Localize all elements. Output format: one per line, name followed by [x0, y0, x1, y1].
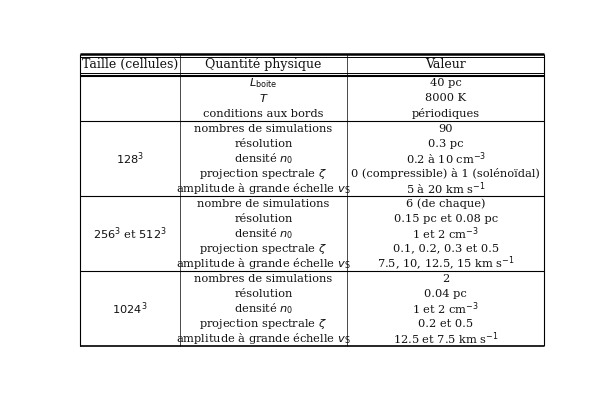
Text: $128^3$: $128^3$ [116, 150, 144, 167]
Text: 1 et 2 cm$^{-3}$: 1 et 2 cm$^{-3}$ [412, 300, 479, 317]
Text: 0.04 pc: 0.04 pc [424, 289, 467, 299]
Text: $T$: $T$ [258, 92, 268, 105]
Text: résolution: résolution [234, 214, 292, 224]
Text: $1024^3$: $1024^3$ [112, 300, 147, 317]
Text: 0 (compressible) à 1 (solénoïdal): 0 (compressible) à 1 (solénoïdal) [351, 168, 540, 179]
Text: 5 à 20 km s$^{-1}$: 5 à 20 km s$^{-1}$ [406, 180, 485, 197]
Text: résolution: résolution [234, 289, 292, 299]
Text: 40 pc: 40 pc [430, 79, 462, 88]
Text: 1 et 2 cm$^{-3}$: 1 et 2 cm$^{-3}$ [412, 225, 479, 242]
Text: densité $n_0$: densité $n_0$ [234, 301, 293, 316]
Text: Quantité physique: Quantité physique [205, 57, 322, 71]
Text: nombre de simulations: nombre de simulations [197, 199, 329, 209]
Text: périodiques: périodiques [412, 108, 480, 119]
Text: résolution: résolution [234, 139, 292, 149]
Text: Taille (cellules): Taille (cellules) [82, 58, 178, 71]
Text: projection spectrale $\zeta$: projection spectrale $\zeta$ [199, 242, 327, 256]
Text: $256^3$ et $512^3$: $256^3$ et $512^3$ [93, 225, 167, 242]
Text: projection spectrale $\zeta$: projection spectrale $\zeta$ [199, 167, 327, 181]
Text: 90: 90 [438, 124, 453, 134]
Text: amplitude à grande échelle $v_{\mathrm{S}}$: amplitude à grande échelle $v_{\mathrm{S… [176, 256, 351, 271]
Text: Valeur: Valeur [425, 58, 466, 71]
Text: 6 (de chaque): 6 (de chaque) [406, 198, 485, 209]
Text: 2: 2 [442, 274, 449, 284]
Text: 0.2 et 0.5: 0.2 et 0.5 [418, 319, 473, 329]
Text: densité $n_0$: densité $n_0$ [234, 226, 293, 241]
Text: nombres de simulations: nombres de simulations [194, 274, 333, 284]
Text: amplitude à grande échelle $v_{\mathrm{S}}$: amplitude à grande échelle $v_{\mathrm{S… [176, 181, 351, 196]
Text: 12.5 et 7.5 km s$^{-1}$: 12.5 et 7.5 km s$^{-1}$ [393, 330, 499, 347]
Text: projection spectrale $\zeta$: projection spectrale $\zeta$ [199, 316, 327, 331]
Text: 0.2 à 10 cm$^{-3}$: 0.2 à 10 cm$^{-3}$ [406, 150, 486, 167]
Text: $L_{\mathrm{boite}}$: $L_{\mathrm{boite}}$ [249, 77, 278, 90]
Text: densité $n_0$: densité $n_0$ [234, 151, 293, 166]
Text: 7.5, 10, 12.5, 15 km s$^{-1}$: 7.5, 10, 12.5, 15 km s$^{-1}$ [377, 254, 515, 273]
Text: conditions aux bords: conditions aux bords [203, 109, 323, 118]
Text: 0.1, 0.2, 0.3 et 0.5: 0.1, 0.2, 0.3 et 0.5 [393, 244, 499, 254]
Text: amplitude à grande échelle $v_{\mathrm{S}}$: amplitude à grande échelle $v_{\mathrm{S… [176, 331, 351, 346]
Text: 0.3 pc: 0.3 pc [428, 139, 463, 149]
Text: 8000 K: 8000 K [425, 94, 466, 103]
Text: 0.15 pc et 0.08 pc: 0.15 pc et 0.08 pc [393, 214, 498, 224]
Text: nombres de simulations: nombres de simulations [194, 124, 333, 134]
